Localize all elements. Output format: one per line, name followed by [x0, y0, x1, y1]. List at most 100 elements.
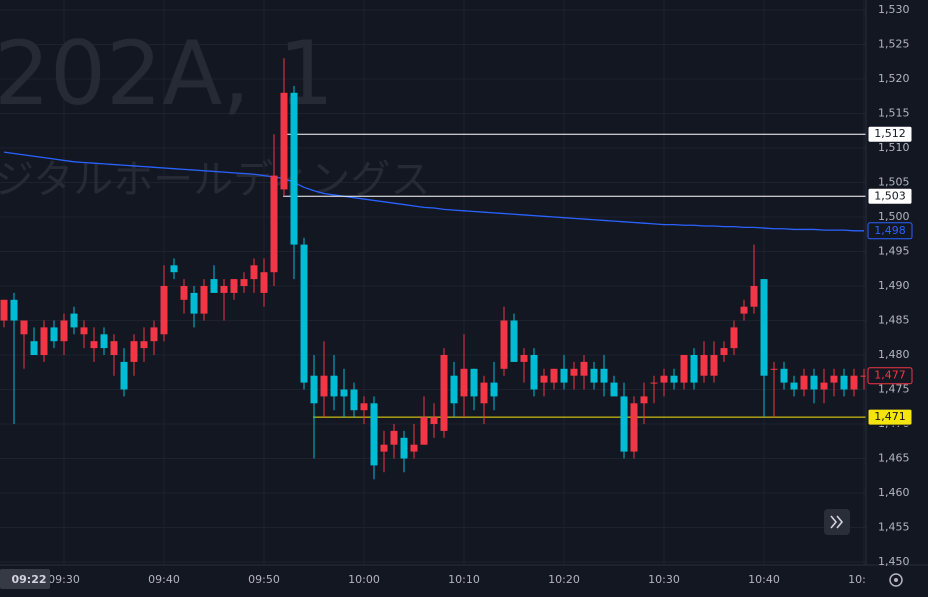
candle-body: [820, 382, 828, 390]
candle-body: [160, 286, 168, 335]
candle-body: [760, 279, 768, 376]
candle-body: [680, 355, 688, 383]
candle-body: [580, 361, 588, 376]
candle-body: [600, 368, 608, 383]
y-tick-label: 1,490: [878, 279, 910, 292]
candle-body: [270, 175, 278, 273]
level-label: 1,471: [874, 410, 906, 423]
candle-body: [180, 286, 188, 300]
y-tick-label: 1,450: [878, 555, 910, 568]
y-tick-label: 1,465: [878, 452, 910, 465]
candle-body: [280, 92, 288, 190]
candle-body: [860, 375, 866, 377]
watermark-name: ジタルホールディングス: [0, 157, 430, 203]
crosshair-time: 09:22: [11, 573, 46, 586]
y-tick-label: 1,460: [878, 486, 910, 499]
level-label: 1,512: [874, 127, 906, 140]
y-tick-label: 1,500: [878, 210, 910, 223]
level-label-bg: [867, 187, 913, 205]
x-tick-label: 09:30: [48, 573, 80, 586]
y-tick-label: 1,510: [878, 141, 910, 154]
candle-body: [20, 320, 28, 335]
candle-body: [240, 279, 248, 286]
candle-body: [390, 430, 398, 445]
candle-body: [210, 279, 218, 293]
candle-body: [740, 306, 748, 314]
x-tick-label: 10:50: [848, 573, 880, 586]
grid: [0, 0, 866, 565]
y-tick-label: 1,525: [878, 38, 910, 51]
y-tick-label: 1,495: [878, 245, 910, 258]
scroll-button[interactable]: [824, 509, 850, 535]
candle-body: [110, 341, 118, 355]
x-tick-label: 09:50: [248, 573, 280, 586]
y-tick-label: 1,480: [878, 348, 910, 361]
price-axis: 1,4501,4551,4601,4651,4701,4751,4801,485…: [867, 3, 913, 568]
candle-body: [560, 368, 568, 383]
candle-body: [310, 375, 318, 404]
candle-body: [840, 375, 848, 390]
candle-body: [460, 368, 468, 397]
candle-body: [790, 382, 798, 390]
candle-body: [410, 444, 418, 452]
candle-body: [230, 279, 238, 293]
candle-body: [100, 334, 108, 349]
candle-body: [120, 361, 128, 390]
candle-body: [60, 320, 68, 342]
x-tick-label: 10:00: [348, 573, 380, 586]
x-tick-label: 10:30: [648, 573, 680, 586]
candle-body: [530, 355, 538, 390]
candle-body: [570, 368, 578, 376]
candle-body: [400, 437, 408, 459]
candle-body: [300, 244, 308, 383]
candle-body: [10, 299, 18, 321]
candle-body: [670, 375, 678, 383]
candle-body: [520, 355, 528, 362]
candle-body: [420, 417, 428, 445]
candle-body: [480, 382, 488, 404]
settings-button[interactable]: [889, 573, 903, 587]
candle-body: [720, 348, 728, 355]
candle-body: [440, 355, 448, 431]
candle-body: [330, 375, 338, 397]
candle-body: [380, 444, 388, 452]
candle-body: [770, 368, 778, 370]
x-tick-label: 10:20: [548, 573, 580, 586]
candle-body: [0, 299, 8, 321]
last-price-label-bg: [867, 367, 913, 385]
level-label-bg: [867, 408, 913, 426]
watermark-symbol: 202A, 1: [0, 22, 334, 125]
candle-body: [340, 389, 348, 397]
y-tick-label: 1,520: [878, 72, 910, 85]
candle-body: [150, 327, 158, 342]
candle-body: [250, 265, 258, 280]
candle-body: [80, 327, 88, 335]
candle-body: [830, 375, 838, 383]
candle-body: [40, 327, 48, 355]
y-tick-label: 1,505: [878, 176, 910, 189]
candle-body: [650, 382, 658, 384]
x-tick-label: 10:40: [748, 573, 780, 586]
candle-body: [70, 313, 78, 328]
candle-body: [50, 327, 58, 342]
y-tick-label: 1,475: [878, 383, 910, 396]
x-tick-label: 09:40: [148, 573, 180, 586]
last-price-label: 1,477: [874, 369, 906, 382]
candle-body: [700, 355, 708, 376]
candle-body: [290, 92, 298, 245]
candle-body: [690, 355, 698, 383]
candle-body: [800, 375, 808, 390]
candle-body: [360, 403, 368, 411]
y-tick-label: 1,455: [878, 521, 910, 534]
candle-body: [140, 341, 148, 349]
candle-body: [260, 272, 268, 293]
candle-body: [430, 417, 438, 424]
candle-body: [30, 341, 38, 355]
candle-body: [370, 403, 378, 466]
candle-body: [620, 396, 628, 452]
candle-body: [850, 375, 858, 390]
y-tick-label: 1,530: [878, 3, 910, 16]
vwap-label: 1,498: [874, 224, 906, 237]
vwap-label-bg: [867, 222, 913, 240]
